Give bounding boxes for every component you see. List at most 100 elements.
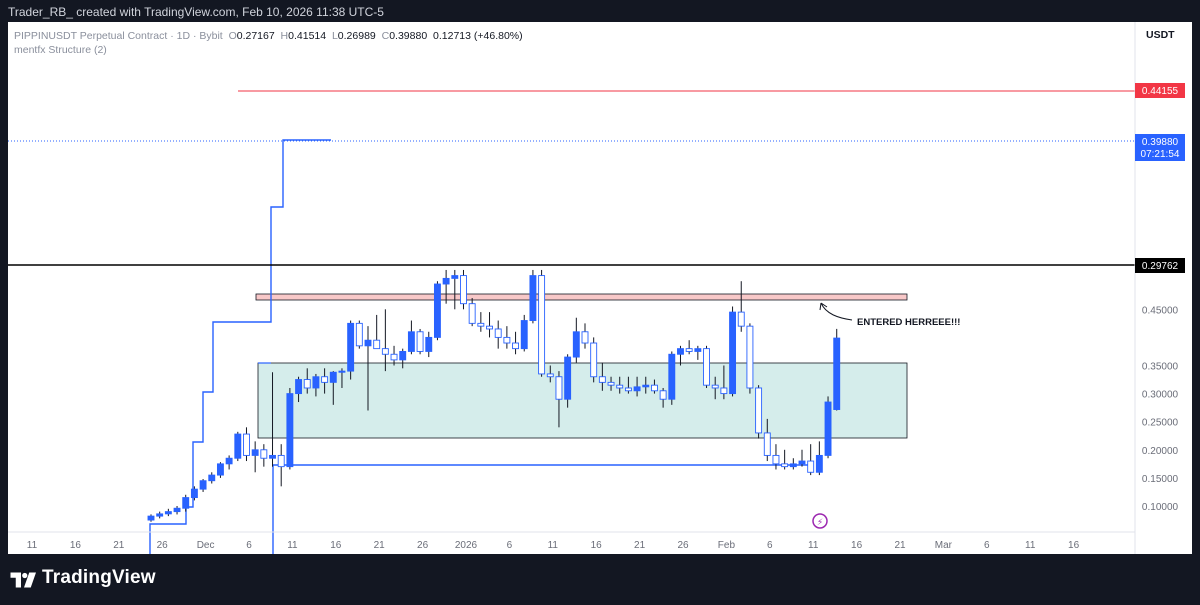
price-tick-label: 0.30000 [1142,390,1179,401]
time-tick-label: 26 [157,540,169,551]
annotation-arrow [819,302,853,321]
candle-up [824,401,832,456]
time-tick-label: 11 [287,540,298,551]
candle-down [703,348,710,386]
brand-name: TradingView [42,567,156,588]
candle-up [147,515,155,521]
candle-down [781,463,789,468]
price-tick-label: 0.15000 [1142,474,1179,485]
candle-up [286,393,294,468]
legend-open: 0.27167 [236,30,275,42]
candle-down [277,454,285,468]
time-tick-label: Mar [935,540,953,551]
candle-down [624,387,632,392]
footer: TradingView [0,554,1200,605]
legend-low: 0.26989 [337,30,376,42]
candle-down [381,348,389,355]
tradingview-logo-icon [10,572,36,588]
legend-row-main: PIPPINUSDT Perpetual Contract · 1D · Byb… [14,29,523,43]
candle-up [182,497,190,509]
time-tick-label: 6 [507,540,513,551]
candle-up [529,275,537,321]
candle-up [668,353,676,400]
current-price-label: 0.39880 [1142,137,1179,148]
time-axis[interactable]: 11 16 21 26 Dec 6 11 16 21 26 2026 6 11 16 21 26 Feb 6 11 1… [27,540,1080,551]
candle-up [433,283,441,338]
time-tick-label: 16 [1068,540,1080,551]
time-tick-label: 11 [548,540,559,551]
entry-zone [255,293,908,301]
candle-down [303,379,311,389]
chart-legend: PIPPINUSDT Perpetual Contract · 1D · Byb… [14,29,523,57]
candle-down [355,322,363,347]
time-tick-label: 11 [27,540,38,551]
candle-down [321,376,329,383]
time-tick-label: 21 [894,540,906,551]
legend-h-label: H [280,30,289,42]
red-level-label: 0.44155 [1142,86,1179,97]
candle-down [616,384,624,389]
time-tick-label: 6 [246,540,252,551]
candle-up [216,463,224,476]
header-text: Trader_RB_ created with TradingView.com,… [8,5,384,19]
candle-down [659,390,667,400]
candle-down [486,325,493,330]
candle-up [251,449,259,456]
black-level-label: 0.29762 [1142,261,1179,272]
legend-close: 0.39880 [389,30,428,42]
candle-down [468,303,476,324]
candle-up [564,356,572,400]
candle-up [208,474,216,482]
candle-down [477,322,485,327]
candle-down [581,331,589,344]
price-tick-label: 0.10000 [1142,502,1179,513]
candles-group [147,269,841,522]
time-tick-label: 21 [113,540,125,551]
time-tick-label: 16 [70,540,82,551]
candle-up [312,376,320,389]
candle-down [373,339,381,350]
candle-up [833,337,841,410]
candle-up [225,457,233,465]
candle-up [199,480,207,490]
top-bar: Trader_RB_ created with TradingView.com,… [0,0,1200,22]
candle-down [546,373,554,378]
candle-down [416,331,424,352]
event-icon[interactable] [812,513,828,529]
current-price-label-bg [1135,134,1185,161]
legend-indicator[interactable]: mentfx Structure (2) [14,44,107,56]
candle-down [711,384,719,389]
candle-up [789,463,797,468]
currency-label[interactable]: USDT [1146,29,1175,41]
price-tick-label: 0.35000 [1142,362,1179,373]
candle-down [772,454,780,465]
legend-high: 0.41514 [288,30,327,42]
countdown-label: 07:21:54 [1141,149,1180,160]
candle-up [451,275,459,279]
candle-down [720,387,728,395]
price-tick-label: 0.25000 [1142,418,1179,429]
candle-down [590,342,598,378]
candle-up [572,331,580,358]
time-tick-label: Feb [718,540,736,551]
legend-change: 0.12713 (+46.80%) [433,30,523,42]
price-tick-label: 0.20000 [1142,446,1179,457]
candle-down [685,348,693,352]
candle-down [737,311,745,327]
price-axis[interactable]: 0.45000 0.35000 0.30000 0.25000 0.20000 0.150… [1142,305,1179,513]
candle-up [364,339,372,347]
candle-down [746,325,754,389]
chart-panel[interactable]: ENTERED HERREEE!!! ⚡ 0.45000 0.35000 0.300… [8,22,1192,554]
time-tick-label: Dec [197,540,215,551]
time-tick-label: 6 [767,540,773,551]
chart-canvas[interactable]: ENTERED HERREEE!!! ⚡ 0.45000 0.35000 0.300… [8,22,1192,554]
candle-down [512,342,520,350]
red-level-label-bg [1135,83,1185,98]
candle-up [694,348,702,352]
candle-up [407,331,415,352]
candle-up [329,371,337,383]
time-tick-label: 16 [330,540,342,551]
time-tick-label: 11 [808,540,819,551]
candle-up [399,351,407,361]
annotation-text: ENTERED HERREEE!!! [857,317,960,328]
